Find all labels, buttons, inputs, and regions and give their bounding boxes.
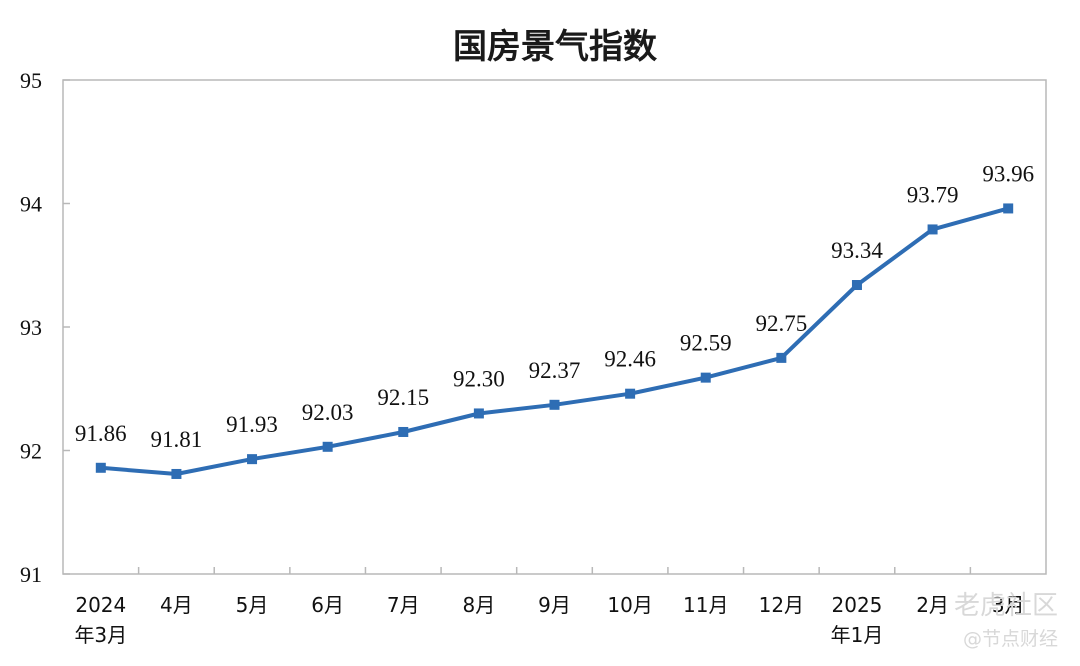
- data-point: [1003, 203, 1014, 214]
- x-tick-label-line2: 年3月: [74, 623, 127, 647]
- x-tick-label: 2025: [832, 593, 883, 617]
- data-point: [549, 399, 560, 410]
- data-label: 93.34: [831, 238, 883, 263]
- x-tick-label: 4月: [160, 593, 193, 617]
- y-tick-label: 95: [20, 68, 42, 93]
- y-tick-label: 91: [20, 562, 42, 587]
- data-label: 92.37: [529, 358, 581, 383]
- data-label: 91.86: [75, 421, 127, 446]
- watermark-line2: @节点财经: [963, 628, 1058, 650]
- x-tick-label: 2月: [916, 593, 949, 617]
- x-tick-label: 11月: [683, 593, 728, 617]
- x-tick-label: 6月: [311, 593, 344, 617]
- data-label: 92.46: [604, 347, 656, 372]
- y-tick-label: 92: [20, 439, 42, 464]
- series-markers: [95, 203, 1014, 479]
- data-label: 91.93: [226, 412, 278, 437]
- data-point: [851, 280, 862, 291]
- data-point: [776, 352, 787, 363]
- data-point: [247, 454, 258, 465]
- y-tick-label: 94: [20, 192, 42, 217]
- data-labels: 91.86 91.81 91.93 92.03 92.15 92.30 92.37 92.46…: [75, 161, 1034, 452]
- data-point: [927, 224, 938, 235]
- x-axis: 2024 年3月 4月 5月 6月 7月 8月 9月 10月 11月 12月 2025 年1月 2月 3月: [74, 567, 1025, 647]
- data-point: [322, 441, 333, 452]
- x-tick-label-line2: 年1月: [831, 623, 884, 647]
- data-label: 92.30: [453, 366, 505, 391]
- watermark: 老虎社区 @节点财经: [954, 591, 1058, 650]
- y-axis: 91 92 93 94 95: [20, 68, 70, 587]
- data-point: [625, 388, 636, 399]
- x-tick-label: 7月: [387, 593, 420, 617]
- watermark-line1: 老虎社区: [954, 591, 1058, 621]
- chart-title: 国房景气指数: [453, 27, 657, 67]
- data-point: [398, 426, 409, 437]
- y-tick-label: 93: [20, 315, 42, 340]
- x-tick-label: 9月: [538, 593, 571, 617]
- data-label: 92.75: [755, 311, 807, 336]
- data-label: 91.81: [151, 427, 203, 452]
- x-tick-label: 2024: [75, 593, 126, 617]
- x-tick-label: 10月: [607, 593, 652, 617]
- x-tick-label: 5月: [236, 593, 269, 617]
- data-label: 92.03: [302, 400, 354, 425]
- data-label: 92.59: [680, 331, 732, 356]
- data-point: [700, 372, 711, 383]
- data-point: [95, 462, 106, 473]
- data-label: 93.96: [982, 161, 1034, 186]
- x-tick-label: 12月: [759, 593, 804, 617]
- plot-frame: [62, 79, 1047, 575]
- data-label: 93.79: [907, 182, 959, 207]
- data-point: [473, 408, 484, 419]
- x-tick-label: 3月: [992, 593, 1025, 617]
- data-point: [171, 468, 182, 479]
- data-label: 92.15: [377, 385, 429, 410]
- x-tick-label: 8月: [463, 593, 496, 617]
